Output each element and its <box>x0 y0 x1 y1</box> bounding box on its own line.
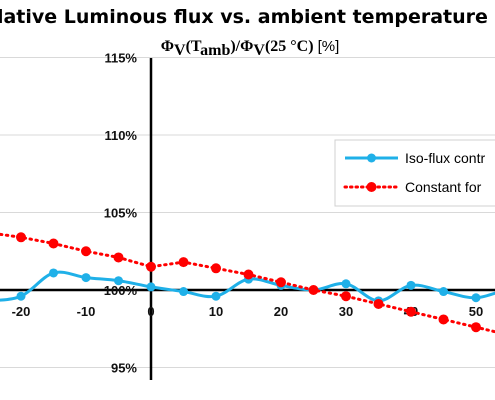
series-line-constant <box>0 232 495 334</box>
point-iso-flux <box>471 293 481 303</box>
series-group <box>0 232 495 334</box>
point-constant <box>438 314 449 325</box>
point-constant <box>373 298 384 309</box>
point-iso-flux <box>179 287 188 297</box>
y-tick-label: 95% <box>111 361 137 376</box>
x-tick-labels: -20-1001020304050 <box>12 304 484 319</box>
point-iso-flux <box>341 279 351 289</box>
point-constant <box>406 306 416 317</box>
point-constant <box>243 269 254 280</box>
x-tick-label: 20 <box>274 304 288 319</box>
point-iso-flux <box>146 282 156 292</box>
x-tick-label: 0 <box>147 304 154 319</box>
x-tick-label: -20 <box>12 304 31 319</box>
point-constant <box>308 285 319 295</box>
point-iso-flux <box>406 280 416 290</box>
point-constant <box>113 252 124 263</box>
point-constant <box>48 238 59 249</box>
x-tick-label: 10 <box>209 304 223 319</box>
y-tick-label: 110% <box>104 128 137 143</box>
gridlines <box>0 57 495 368</box>
x-tick-label: 50 <box>469 304 483 319</box>
point-iso-flux <box>81 273 91 283</box>
y-tick-labels: 95% 100% 105% 110% 115% <box>104 51 138 376</box>
y-tick-label: 115% <box>104 51 137 66</box>
point-iso-flux <box>114 276 123 286</box>
y-tick-label: 105% <box>104 206 138 221</box>
point-constant <box>81 246 91 257</box>
point-constant <box>146 261 156 272</box>
legend-marker-constant <box>366 182 377 192</box>
x-tick-label: 30 <box>339 304 353 319</box>
axes <box>0 58 495 380</box>
point-iso-flux <box>49 268 58 278</box>
point-iso-flux <box>16 291 26 301</box>
point-iso-flux <box>439 287 448 297</box>
y-tick-label: 100% <box>104 283 138 298</box>
point-constant <box>16 232 26 243</box>
chart-title: elative Luminous flux vs. ambient temper… <box>0 6 488 28</box>
point-constant <box>276 277 286 288</box>
point-constant <box>211 263 221 274</box>
legend-label-iso-flux: Iso-flux contr <box>405 150 485 166</box>
point-constant <box>471 322 481 333</box>
legend-marker-iso-flux <box>367 153 376 163</box>
legend-label-constant: Constant for <box>405 179 482 195</box>
chart-subtitle: ΦV(Tamb)/ΦV(25 °C) [%] <box>161 38 340 59</box>
x-tick-label: -10 <box>77 304 96 319</box>
point-iso-flux <box>211 291 221 301</box>
point-constant <box>341 291 351 302</box>
point-constant <box>178 257 189 268</box>
legend: Iso-flux contr Constant for <box>334 139 495 207</box>
legend-box <box>334 139 495 207</box>
